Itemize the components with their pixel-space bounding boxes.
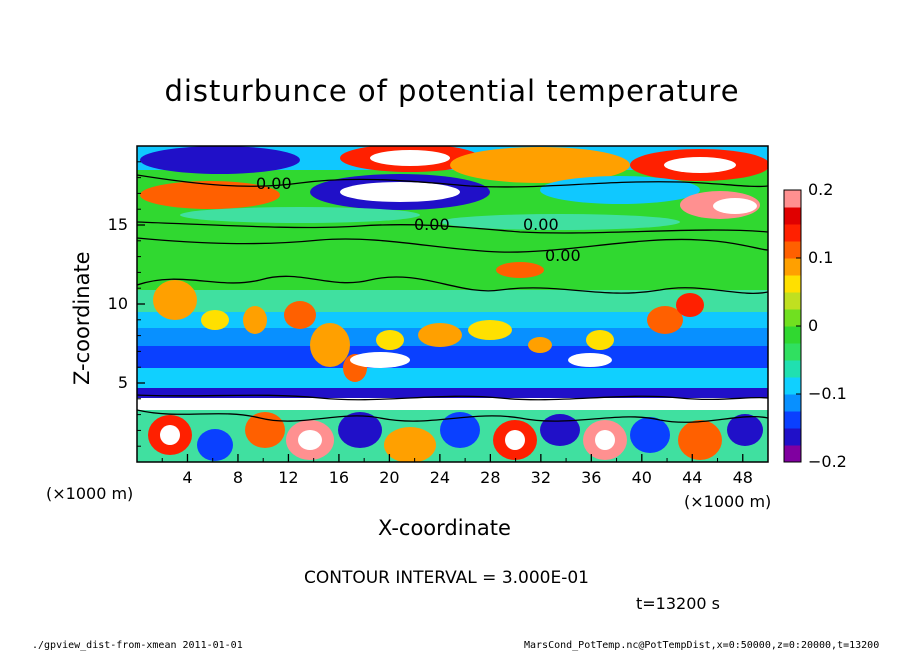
x-tick-label: 44 — [682, 468, 703, 487]
colorbar-swatch — [784, 394, 801, 412]
heatmap-field — [137, 146, 768, 462]
x-tick-label: 32 — [530, 468, 551, 487]
colorbar-swatch — [784, 258, 801, 276]
colorbar — [783, 189, 802, 463]
y-tick-label: 15 — [107, 215, 128, 234]
x-tick-label: 48 — [732, 468, 753, 487]
colorbar-swatch — [784, 224, 801, 242]
colorbar-swatch — [784, 343, 801, 361]
x-unit-label: (×1000 m) — [684, 492, 772, 511]
chart-title: disturbunce of potential temperature — [164, 74, 740, 108]
x-tick-label: 40 — [631, 468, 652, 487]
x-axis — [161, 454, 744, 462]
colorbar-swatch — [784, 207, 801, 225]
contour-label: 0.00 — [545, 246, 581, 265]
colorbar-tick-label: −0.2 — [808, 452, 847, 471]
colorbar-tick-label: 0.2 — [808, 180, 834, 199]
colorbar-swatch — [784, 326, 801, 344]
contour-label: 0.00 — [523, 215, 559, 234]
colorbar-tick-label: 0 — [808, 316, 819, 335]
colorbar-swatch — [784, 445, 801, 463]
colorbar-swatch — [784, 292, 801, 310]
x-tick-label: 4 — [182, 468, 193, 487]
x-tick-label: 20 — [379, 468, 400, 487]
x-tick-label: 36 — [581, 468, 602, 487]
colorbar-swatch — [784, 275, 801, 293]
contour-interval: CONTOUR INTERVAL = 3.000E-01 — [304, 568, 589, 588]
colorbar-swatch — [784, 190, 801, 208]
x-tick-label: 12 — [278, 468, 299, 487]
y-tick-label: 10 — [107, 294, 128, 313]
y-tick-label: 5 — [117, 373, 128, 392]
contour-label: 0.00 — [414, 215, 450, 234]
colorbar-swatch — [784, 360, 801, 378]
colorbar-swatch — [784, 428, 801, 446]
x-axis-label: X-coordinate — [378, 516, 511, 540]
z-unit-label: (×1000 m) — [46, 484, 134, 503]
y-axis — [137, 161, 145, 447]
colorbar-tick-label: 0.1 — [808, 248, 834, 267]
x-tick-label: 28 — [480, 468, 501, 487]
colorbar-swatch — [784, 309, 801, 327]
footer-right: MarsCond_PotTemp.nc@PotTempDist,x=0:5000… — [524, 640, 880, 651]
y-axis-label: Z-coordinate — [70, 251, 94, 385]
contour-label: 0.00 — [256, 174, 292, 193]
colorbar-swatch — [784, 377, 801, 395]
footer-left: ./gpview_dist-from-xmean 2011-01-01 — [32, 640, 243, 651]
time-label: t=13200 s — [636, 594, 720, 613]
x-tick-label: 16 — [328, 468, 350, 487]
x-tick-label: 8 — [232, 468, 244, 487]
x-tick-label: 24 — [429, 468, 451, 487]
colorbar-swatch — [784, 241, 801, 259]
colorbar-tick-label: −0.1 — [808, 384, 847, 403]
colorbar-swatch — [784, 411, 801, 429]
